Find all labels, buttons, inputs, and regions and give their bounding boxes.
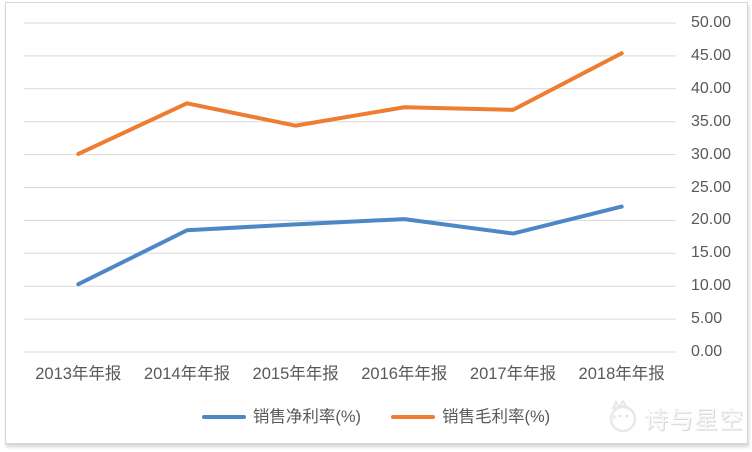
x-tick-label: 2014年年报 [143, 365, 231, 383]
y-tick-label: 30.00 [691, 145, 732, 163]
legend-item-net-profit-margin: 销售净利率(%) [201, 406, 361, 428]
y-tick-label: 25.00 [691, 178, 732, 196]
legend-line-swatch [391, 415, 435, 419]
y-tick-label: 40.00 [691, 79, 732, 97]
y-tick-label: 15.00 [691, 244, 732, 262]
x-tick-label: 2013年年报 [35, 365, 122, 383]
x-tick-label: 2016年年报 [361, 365, 448, 383]
x-tick-label: 2018年年报 [578, 365, 665, 383]
chart-frame-border [5, 2, 748, 444]
legend-item-gross-profit-margin: 销售毛利率(%) [391, 406, 550, 428]
y-tick-label: 10.00 [691, 277, 732, 295]
net-profit-margin-line [76, 204, 624, 287]
y-tick-label: 20.00 [691, 211, 732, 229]
gridlines-group [24, 22, 676, 353]
legend-label: 销售毛利率(%) [442, 408, 551, 426]
y-tick-label: 50.00 [691, 14, 732, 31]
y-tick-label: 35.00 [691, 112, 732, 130]
y-tick-label: 0.00 [691, 343, 723, 360]
gross-profit-margin-line [76, 51, 624, 156]
legend-label: 销售净利率(%) [252, 408, 361, 426]
chart-legend: 销售净利率(%) 销售毛利率(%) [0, 406, 752, 428]
watermark-text: 诗与星空 [644, 406, 744, 434]
y-tick-label: 45.00 [691, 46, 732, 64]
cat-moon-logo-icon [609, 399, 637, 433]
x-tick-label: 2015年年报 [252, 365, 339, 383]
watermark: 诗与星空 [603, 398, 744, 436]
legend-line-swatch [201, 415, 246, 419]
series-lines-group [76, 51, 624, 287]
y-tick-label: 5.00 [691, 310, 723, 328]
x-tick-label: 2017年年报 [469, 365, 557, 383]
